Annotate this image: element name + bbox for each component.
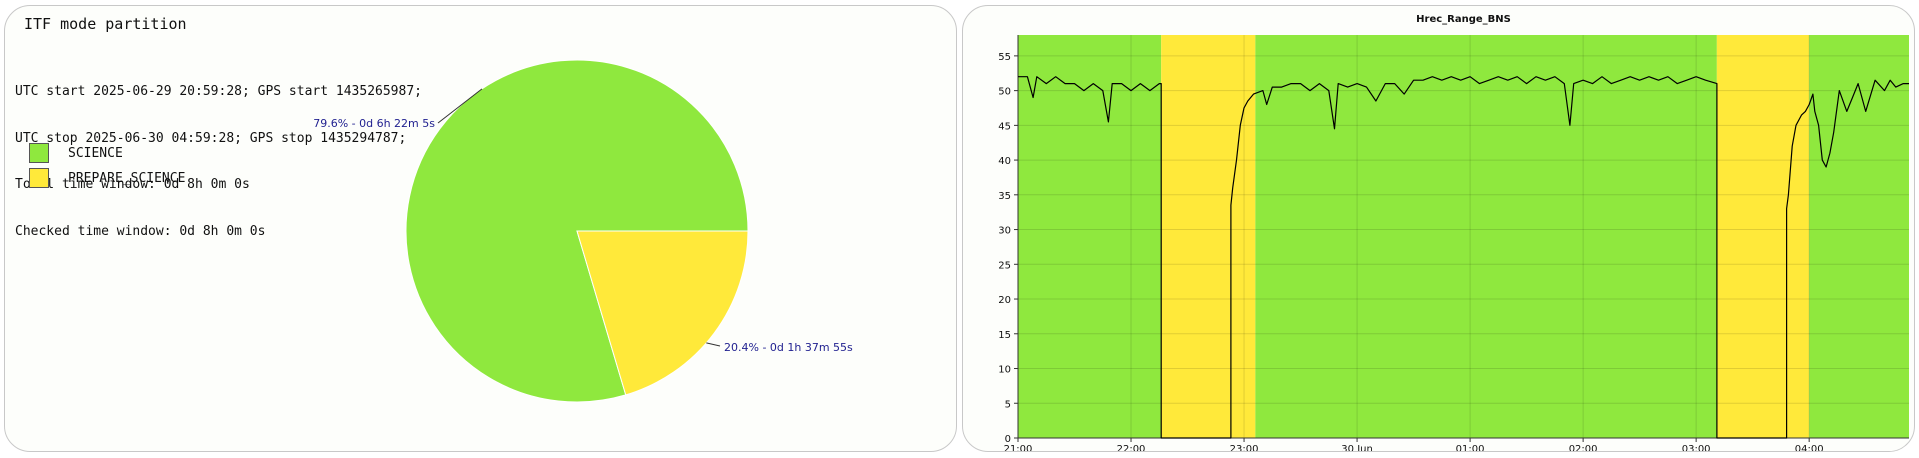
chart-title: Hrec_Range_BNS bbox=[1416, 14, 1511, 25]
utc-stop-line: UTC stop 2025-06-30 04:59:28; GPS stop 1… bbox=[15, 130, 407, 146]
time-info: UTC start 2025-06-29 20:59:28; GPS start… bbox=[15, 53, 422, 270]
mode-band-prepare-science bbox=[1161, 35, 1256, 438]
checked-window-line: Checked time window: 0d 8h 0m 0s bbox=[15, 223, 266, 239]
prepare-science-swatch bbox=[29, 168, 49, 188]
mode-partition-panel: ITF mode partition UTC start 2025-06-29 … bbox=[4, 5, 957, 452]
mode-band-science bbox=[1255, 35, 1717, 438]
pie-leader-line bbox=[437, 88, 483, 124]
pie-slice-label: 79.6% - 0d 6h 22m 5s bbox=[313, 117, 435, 130]
science-swatch bbox=[29, 143, 49, 163]
pie-chart: 79.6% - 0d 6h 22m 5s 20.4% - 0d 1h 37m 55… bbox=[313, 59, 853, 403]
total-window-line: Total time window: 0d 8h 0m 0s bbox=[15, 177, 250, 192]
legend-label: SCIENCE bbox=[68, 146, 123, 161]
x-tick-label: 30 Jun bbox=[1341, 444, 1373, 452]
y-tick-label: 0 bbox=[1005, 434, 1011, 445]
y-tick-label: 55 bbox=[998, 52, 1011, 63]
x-tick-label: 01:00 bbox=[1456, 444, 1485, 452]
y-tick-label: 15 bbox=[998, 330, 1011, 341]
x-tick-label: 23:00 bbox=[1230, 444, 1259, 452]
y-tick-label: 40 bbox=[998, 156, 1011, 167]
y-tick-label: 5 bbox=[1005, 399, 1011, 410]
y-tick-label: 45 bbox=[998, 121, 1011, 132]
x-tick-label: 03:00 bbox=[1682, 444, 1711, 452]
y-tick-label: 30 bbox=[998, 226, 1011, 237]
legend-label: PREPARE_SCIENCE bbox=[68, 171, 186, 186]
range-series-line bbox=[1018, 76, 1909, 439]
y-tick-label: 25 bbox=[998, 260, 1011, 271]
y-tick-label: 10 bbox=[998, 365, 1011, 376]
mode-band-prepare-science bbox=[1716, 35, 1810, 438]
x-tick-label: 22:00 bbox=[1117, 444, 1146, 452]
pie-leader-line bbox=[706, 342, 721, 347]
pie-slice-prepare-science bbox=[576, 230, 749, 396]
panel-title: ITF mode partition bbox=[24, 15, 187, 33]
x-tick-label: 21:00 bbox=[1004, 444, 1033, 452]
mode-band-science bbox=[1018, 35, 1162, 438]
y-tick-label: 20 bbox=[998, 295, 1011, 306]
x-tick-label: 02:00 bbox=[1569, 444, 1598, 452]
mode-band-science bbox=[1809, 35, 1909, 438]
y-tick-label: 50 bbox=[998, 87, 1011, 98]
line-chart: Hrec_Range_BNS 0 5 10 15 20 25 30 35 40 45 50 55 21:0… bbox=[998, 14, 1909, 452]
x-tick-label: 04:00 bbox=[1795, 444, 1824, 452]
y-tick-label: 35 bbox=[998, 191, 1011, 202]
range-panel: Hrec_Range_BNS 0 5 10 15 20 25 30 35 40 45 50 55 21:0… bbox=[962, 5, 1915, 452]
pie-slice-label: 20.4% - 0d 1h 37m 55s bbox=[724, 341, 853, 354]
utc-start-line: UTC start 2025-06-29 20:59:28; GPS start… bbox=[15, 84, 422, 99]
